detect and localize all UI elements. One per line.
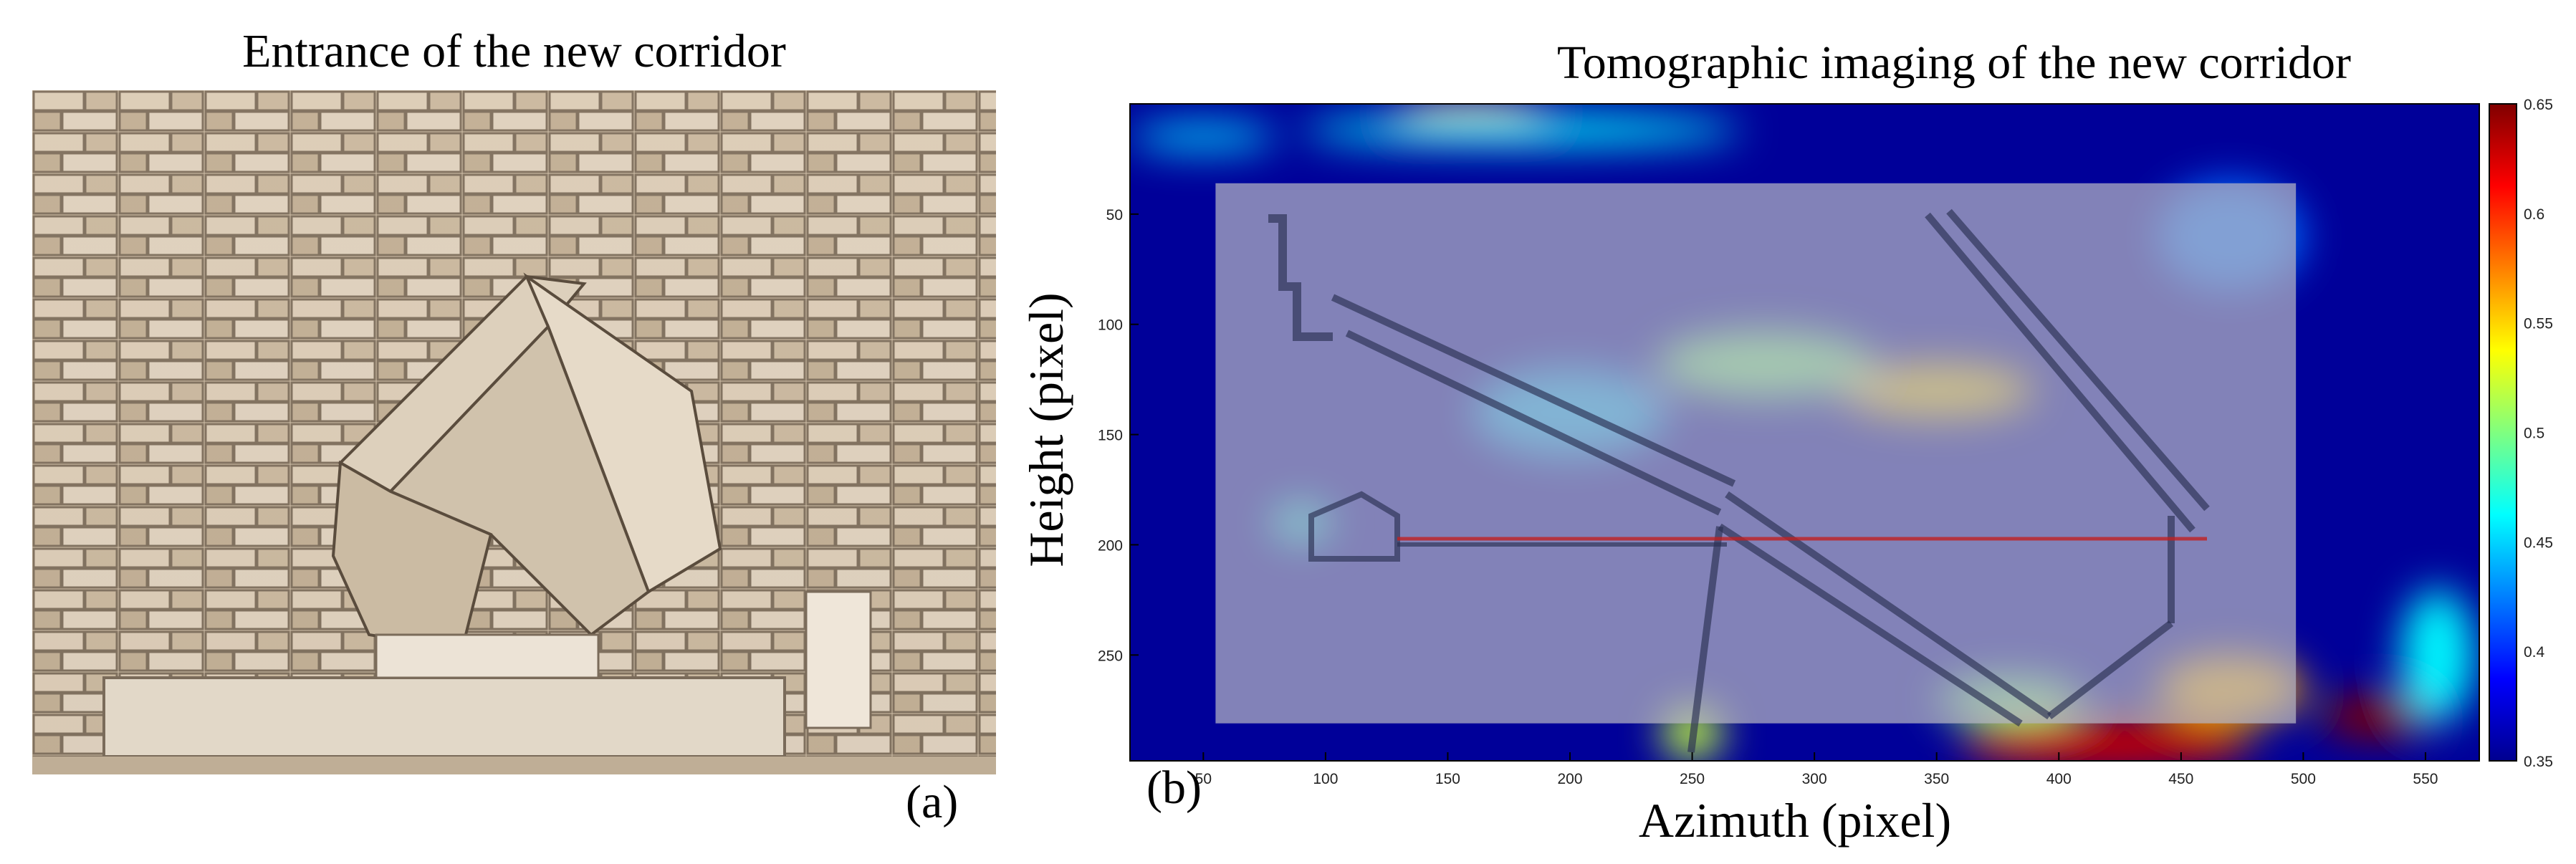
colorbar-tick-label: 0.6 [2524,206,2544,223]
corridor-entrance-photo [32,90,996,774]
colorbar-tick-label: 0.35 [2524,754,2553,770]
y-tick-label: 200 [1098,537,1123,554]
y-tick-label: 50 [1106,207,1123,224]
x-tick-label: 200 [1557,771,1582,787]
heatmap-hotspot [1960,715,2255,761]
colorbar-tick-label: 0.45 [2524,534,2553,551]
x-tick-label: 500 [2291,771,2316,787]
y-tick-label: 100 [1098,317,1123,334]
colorbar-tick-label: 0.5 [2524,426,2544,442]
y-axis-label: Height (pixel) [1019,292,1073,567]
corridor-schematic [1268,208,2210,753]
heatmap-hotspot [2400,588,2475,721]
schematic-overlay [1215,183,2297,724]
heatmap-hotspot [1130,123,1277,150]
colorbar-tick-label: 0.55 [2524,316,2553,332]
colorbar-ticks: 0.35 0.4 0.45 0.5 0.55 0.6 0.65 [2524,97,2553,770]
x-axis-ticks: 50 100 150 200 250 300 350 400 450 500 550 [1195,752,2438,787]
x-tick-label: 350 [1924,771,1949,787]
heatmap-hotspot [1301,115,1741,146]
right-panel-title: Tomographic imaging of the new corridor [1557,37,2351,89]
x-tick-label: 300 [1802,771,1827,787]
y-tick-label: 150 [1098,428,1123,444]
x-tick-label: 50 [1195,771,1212,787]
x-tick-label: 150 [1435,771,1460,787]
colorbar [2489,103,2517,762]
x-tick-label: 450 [2168,771,2193,787]
colorbar-tick-label: 0.65 [2524,97,2553,113]
x-tick-label: 550 [2413,771,2438,787]
y-tick-label: 250 [1098,648,1123,664]
x-tick-label: 250 [1680,771,1705,787]
heatmap-hotspot [2321,694,2432,739]
y-axis-ticks: 50 100 150 200 250 [1098,207,1139,664]
left-panel-title: Entrance of the new corridor [242,25,786,77]
left-panel-label: (a) [906,776,959,828]
x-axis-label: Azimuth (pixel) [1639,793,1951,848]
right-panel-label: (b) [1146,762,1202,814]
x-tick-label: 100 [1313,771,1338,787]
colorbar-tick-label: 0.4 [2524,644,2545,661]
x-tick-label: 400 [2046,771,2072,787]
